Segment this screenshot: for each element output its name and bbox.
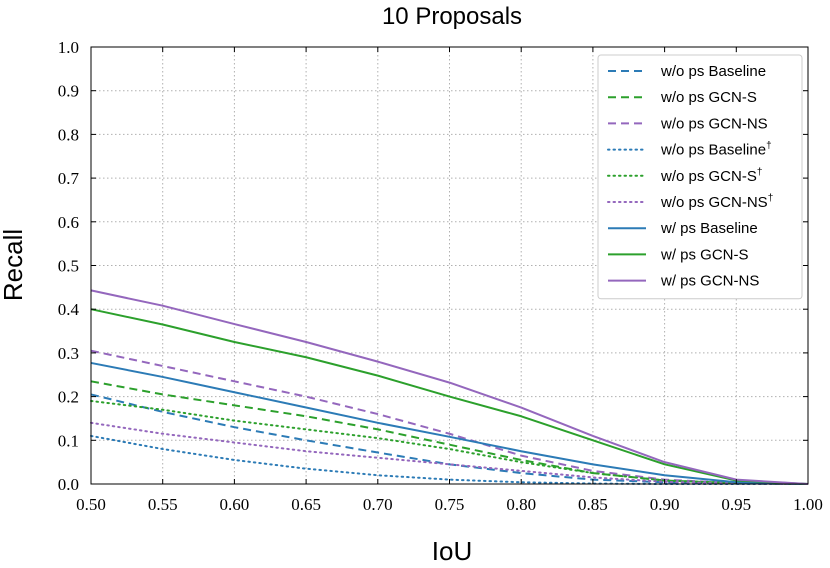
x-tick-label: 0.80 [506, 495, 536, 514]
legend-box [597, 54, 803, 300]
y-tick-label: 0.8 [58, 125, 79, 144]
axis-ticks: 0.50 0.55 0.60 0.65 0.70 0.75 0.80 0.85 0.90 0.95… [58, 38, 823, 514]
legend-entry: w/o ps Baseline† [660, 141, 772, 159]
series-line-7 [90, 308, 809, 485]
series-lines [90, 289, 809, 485]
y-tick-label: 0.7 [58, 169, 80, 188]
legend-entry: w/o ps GCN-NS† [660, 193, 773, 211]
legend-label: w/o ps GCN-NS [660, 194, 768, 211]
legend-label: w/ ps Baseline [660, 220, 758, 237]
legend-entry: w/o ps Baseline [660, 63, 766, 80]
x-tick-label: 0.55 [148, 495, 178, 514]
y-tick-label: 0.1 [58, 431, 79, 450]
y-tick-label: 1.0 [58, 38, 79, 57]
dagger-mark: † [766, 141, 772, 152]
x-tick-label: 0.70 [363, 495, 393, 514]
legend-entry: w/ ps Baseline [660, 220, 758, 237]
x-axis-label: IoU [432, 536, 472, 566]
y-tick-label: 0.9 [58, 82, 79, 101]
legend-label: w/ ps GCN-NS [660, 273, 759, 290]
y-tick-label: 0.6 [58, 213, 79, 232]
legend-entry: w/ ps GCN-S [660, 246, 749, 263]
legend-entry: w/o ps GCN-S† [660, 167, 762, 185]
series-line-8 [90, 289, 809, 485]
series-line-1 [90, 380, 809, 485]
y-tick-label: 0.4 [58, 300, 80, 319]
legend-entry: w/ ps GCN-NS [660, 273, 759, 290]
legend-entry: w/o ps GCN-NS [660, 115, 768, 132]
y-axis-label: Recall [0, 229, 28, 301]
y-tick-label: 0.3 [58, 344, 79, 363]
legend-label: w/ ps GCN-S [660, 246, 749, 263]
x-tick-label: 0.65 [291, 495, 321, 514]
legend: w/o ps Baseline w/o ps GCN-S w/o ps GCN-NS… [597, 54, 803, 300]
dagger-mark: † [757, 167, 763, 178]
x-tick-label: 1.00 [793, 495, 823, 514]
series-line-5 [90, 421, 809, 485]
legend-label: w/o ps GCN-S [660, 89, 757, 106]
series-line-2 [90, 349, 809, 485]
x-tick-label: 0.90 [650, 495, 680, 514]
y-tick-label: 0.0 [58, 475, 79, 494]
x-tick-label: 0.60 [220, 495, 250, 514]
series-line-4 [90, 399, 809, 485]
dagger-mark: † [768, 193, 774, 204]
x-tick-label: 0.85 [578, 495, 608, 514]
legend-entry: w/o ps GCN-S [660, 89, 757, 106]
legend-label: w/o ps Baseline [660, 63, 766, 80]
chart-title: 10 Proposals [382, 3, 522, 30]
x-tick-label: 0.95 [721, 495, 751, 514]
legend-label: w/o ps GCN-S [660, 168, 757, 185]
x-tick-label: 0.75 [435, 495, 465, 514]
legend-label: w/o ps GCN-NS [660, 115, 768, 132]
legend-label: w/o ps Baseline [660, 142, 766, 159]
series-line-6 [90, 361, 809, 485]
y-tick-label: 0.2 [58, 388, 79, 407]
x-tick-label: 0.50 [76, 495, 106, 514]
y-tick-label: 0.5 [58, 257, 79, 276]
